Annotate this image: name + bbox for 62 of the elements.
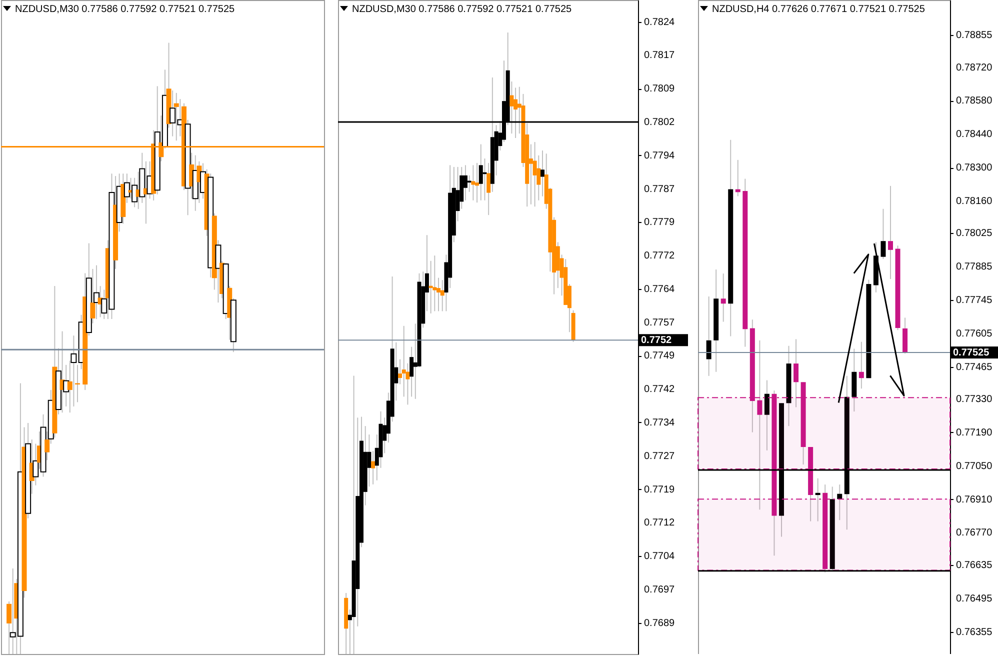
- y-tick-label: 0.7794: [644, 150, 676, 162]
- y-tick-label: 0.76635: [956, 560, 993, 571]
- candlestick: [471, 164, 476, 201]
- chart-title: NZDUSD,H4 0.77626 0.77671 0.77521 0.77525: [712, 4, 926, 15]
- y-tick-label: 0.7727: [644, 450, 676, 462]
- chart-title: NZDUSD,M30 0.77586 0.77592 0.77521 0.77525: [15, 4, 236, 15]
- y-tick-label: 0.7809: [644, 84, 676, 95]
- candlestick: [90, 268, 96, 324]
- y-tick-label: 0.77745: [956, 295, 993, 306]
- candlestick: [888, 185, 893, 280]
- candlestick: [510, 80, 514, 134]
- candlestick: [720, 273, 726, 322]
- y-tick-label: 0.7802: [644, 116, 676, 128]
- y-tick-label: 0.77605: [956, 328, 993, 340]
- candlestick: [757, 340, 762, 510]
- y-tick-label: 0.76355: [956, 626, 993, 638]
- candlestick: [858, 341, 864, 390]
- y-tick-label: 0.7742: [644, 384, 676, 396]
- ref-line-label: 0.7752: [641, 335, 672, 346]
- y-tick-label: 0.77190: [956, 428, 993, 438]
- y-tick-label: 0.7764: [644, 284, 676, 295]
- y-tick-label: 0.78440: [956, 129, 993, 140]
- candlestick: [880, 208, 886, 260]
- candlestick: [432, 255, 437, 312]
- y-tick-label: 0.7689: [644, 618, 676, 629]
- y-tick-label: 0.78160: [956, 196, 993, 207]
- y-tick-label: 0.78855: [956, 30, 993, 42]
- y-tick-label: 0.78300: [956, 162, 993, 174]
- y-tick-label: 0.77465: [956, 362, 993, 373]
- candlestick: [463, 164, 468, 201]
- y-tick-label: 0.78720: [956, 62, 993, 74]
- y-tick-label: 0.76910: [956, 494, 993, 506]
- y-tick-label: 0.77885: [956, 262, 993, 273]
- y-tick-label: 0.7704: [644, 551, 676, 562]
- y-tick-label: 0.7734: [644, 417, 676, 428]
- y-tick-label: 0.7817: [644, 50, 676, 62]
- chart-title: NZDUSD,M30 0.77586 0.77592 0.77521 0.77525: [352, 4, 572, 15]
- y-tick-label: 0.77330: [956, 394, 993, 406]
- y-tick-label: 0.7749: [644, 350, 676, 362]
- y-tick-label: 0.7757: [644, 317, 676, 328]
- candlestick: [215, 240, 222, 304]
- y-tick-label: 0.7772: [644, 250, 676, 262]
- candlestick: [478, 144, 483, 201]
- candlestick: [706, 296, 712, 376]
- y-tick-label: 0.7719: [644, 484, 676, 496]
- candlestick: [794, 338, 799, 408]
- candlestick: [764, 380, 770, 451]
- y-tick-label: 0.77050: [956, 460, 993, 472]
- y-tick-label: 0.7712: [644, 518, 676, 529]
- y-tick-label: 0.7779: [644, 217, 676, 228]
- candlestick: [532, 142, 537, 208]
- ref-line-label: 0.77525: [953, 348, 990, 359]
- candlestick: [174, 92, 179, 142]
- y-tick-label: 0.78580: [956, 96, 993, 107]
- candlestick: [815, 478, 820, 522]
- y-tick-label: 0.7824: [644, 16, 676, 28]
- y-tick-label: 0.7697: [644, 584, 676, 596]
- candlestick: [837, 484, 842, 521]
- y-tick-label: 0.78025: [956, 228, 993, 240]
- y-tick-label: 0.76770: [956, 528, 993, 539]
- y-tick-label: 0.76495: [956, 593, 993, 604]
- y-tick-label: 0.7787: [644, 184, 676, 195]
